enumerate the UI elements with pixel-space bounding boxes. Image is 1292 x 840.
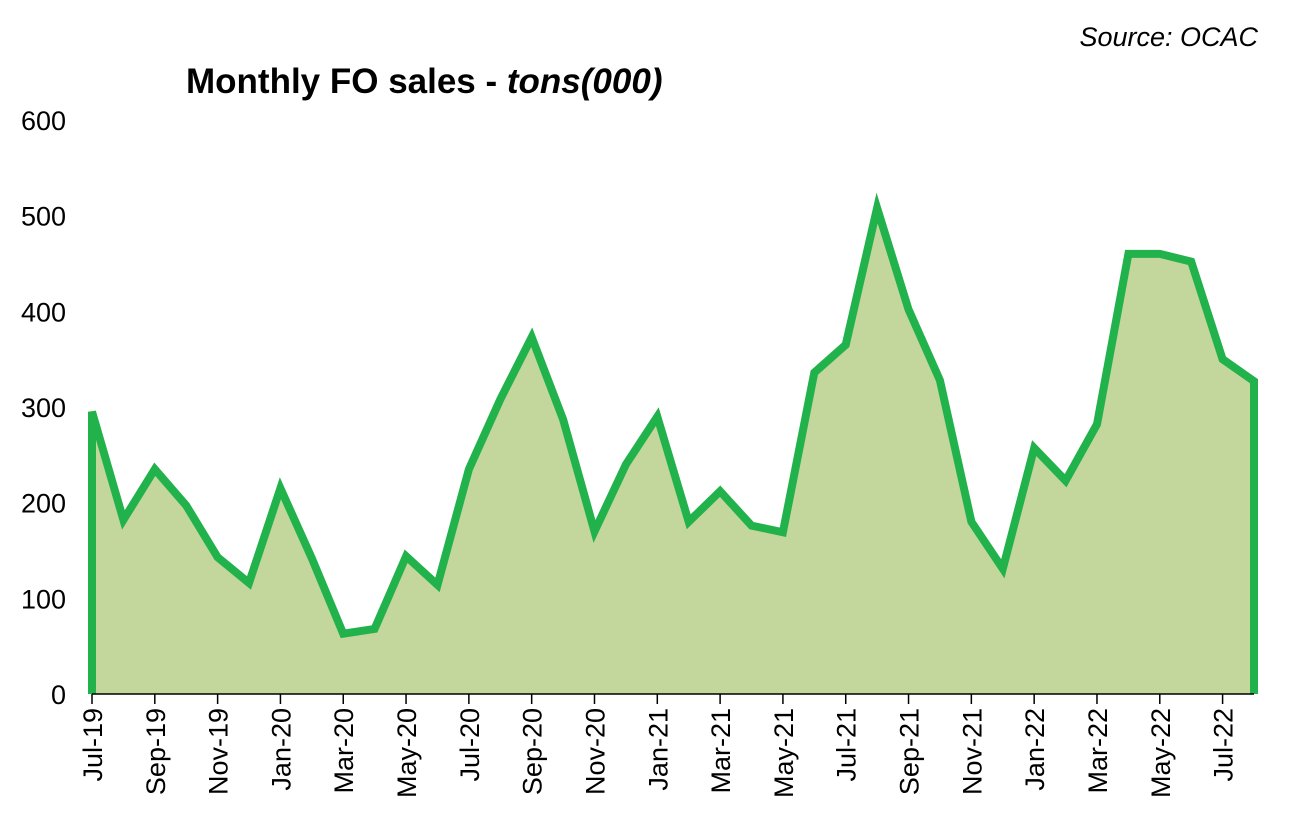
x-tick-label: Jan-20 — [266, 708, 296, 791]
x-tick-label: Mar-21 — [706, 708, 736, 794]
y-tick-label: 100 — [21, 584, 66, 614]
y-tick-label: 400 — [21, 297, 66, 327]
y-tick-label: 0 — [51, 680, 66, 710]
chart-title-main: Monthly FO sales - — [186, 62, 507, 101]
chart-title-unit: tons(000) — [506, 62, 663, 101]
x-tick-label: Sep-20 — [518, 708, 548, 795]
x-tick-label: Sep-19 — [141, 708, 171, 795]
series-line — [88, 192, 1258, 694]
x-tick-label: Jul-22 — [1209, 708, 1239, 782]
x-tick-label: Jul-19 — [78, 708, 108, 782]
series-area-fill — [92, 208, 1254, 694]
y-tick-label: 600 — [21, 106, 66, 136]
source-note: Source: OCAC — [1079, 22, 1258, 52]
x-tick-label: Nov-20 — [580, 708, 610, 795]
x-tick-label: Jul-21 — [832, 708, 862, 782]
x-tick-label: Jan-22 — [1020, 708, 1050, 791]
x-tick-label: Jul-20 — [455, 708, 485, 782]
x-tick-label: May-21 — [769, 708, 799, 798]
x-tick-label: Mar-20 — [329, 708, 359, 794]
chart-title: Monthly FO sales - tons(000) — [186, 62, 662, 102]
x-tick-label: Nov-21 — [957, 708, 987, 795]
x-tick-label: May-20 — [392, 708, 422, 798]
y-tick-label: 500 — [21, 202, 66, 232]
y-tick-label: 200 — [21, 489, 66, 519]
x-tick-label: Mar-22 — [1083, 708, 1113, 794]
y-tick-label: 300 — [21, 393, 66, 423]
x-tick-label: Jan-21 — [643, 708, 673, 791]
x-tick-label: Nov-19 — [204, 708, 234, 795]
x-tick-label: May-22 — [1146, 708, 1176, 798]
x-tick-label: Sep-21 — [895, 708, 925, 795]
